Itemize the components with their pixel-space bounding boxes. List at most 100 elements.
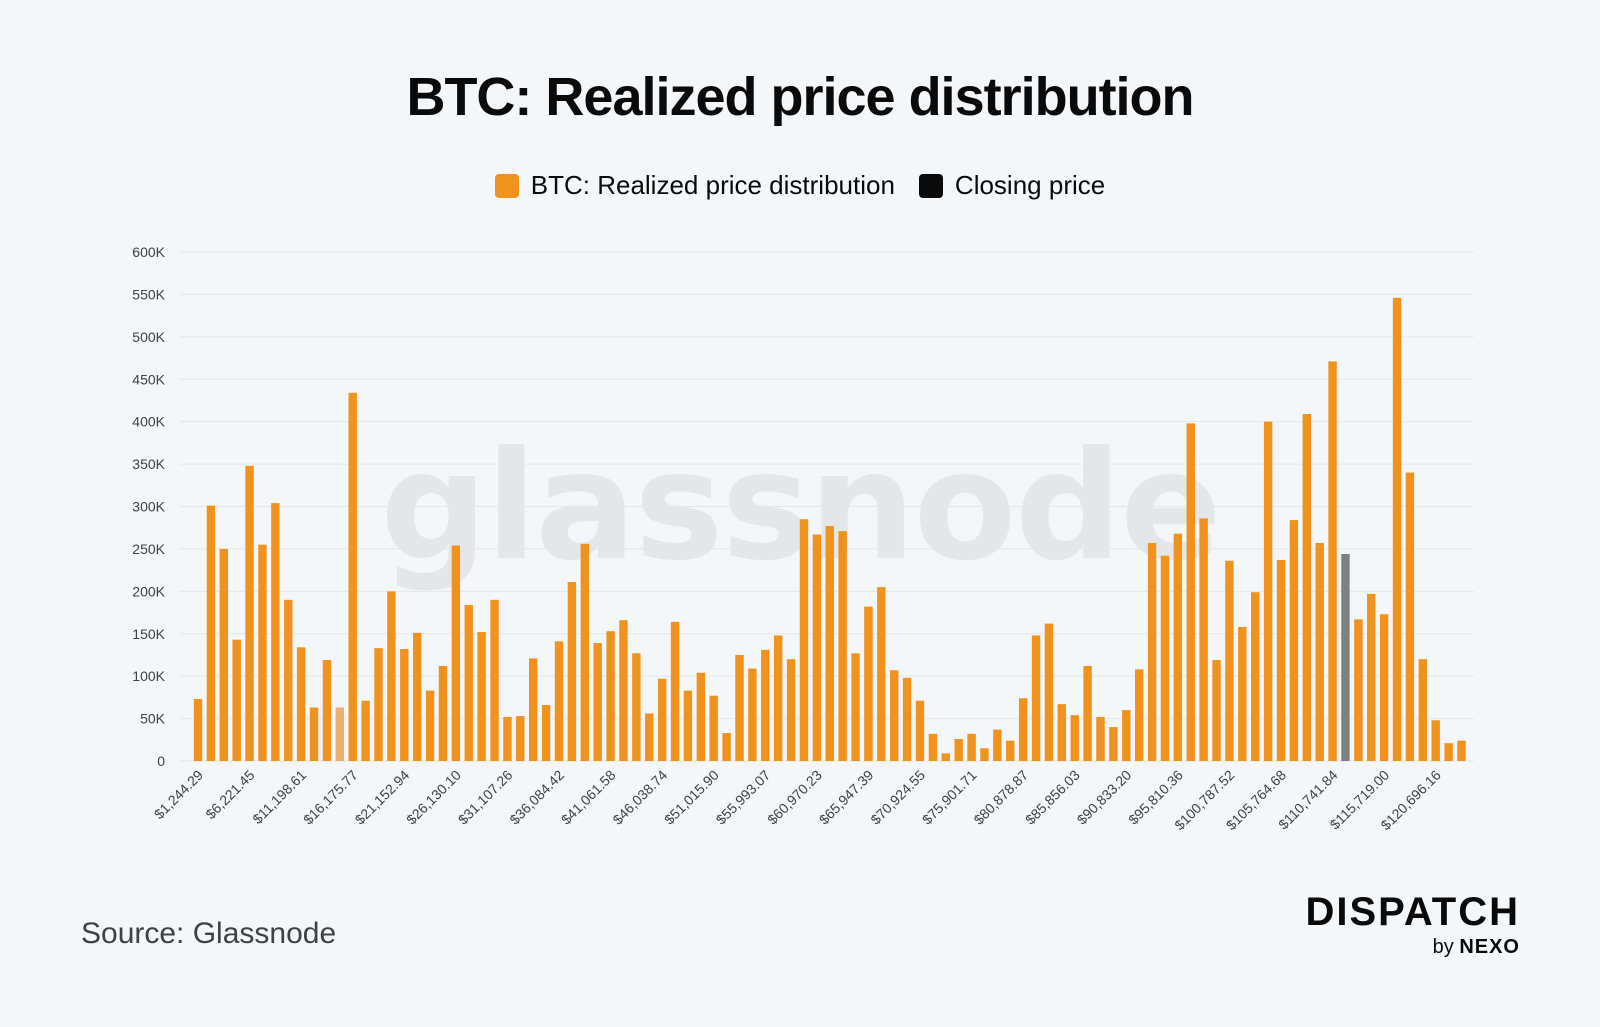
bar[interactable] <box>245 465 254 761</box>
bar[interactable] <box>361 700 370 761</box>
bar[interactable] <box>503 716 512 761</box>
bar[interactable] <box>296 647 306 761</box>
bar[interactable] <box>980 748 989 761</box>
bar[interactable] <box>1044 623 1054 761</box>
bar[interactable] <box>864 606 873 761</box>
legend-item-realized[interactable]: BTC: Realized price distribution <box>494 170 895 201</box>
bar[interactable] <box>412 632 422 761</box>
bar[interactable] <box>258 544 267 761</box>
bar[interactable] <box>335 707 345 761</box>
bar[interactable] <box>1457 740 1466 761</box>
bar[interactable] <box>400 649 409 761</box>
bar[interactable] <box>284 599 293 761</box>
bar[interactable] <box>902 677 912 761</box>
bar[interactable] <box>1289 520 1299 761</box>
bar[interactable] <box>619 620 628 761</box>
bar[interactable] <box>1122 710 1131 761</box>
bar[interactable] <box>786 659 796 761</box>
bar[interactable] <box>464 604 473 761</box>
bar[interactable] <box>1418 659 1428 761</box>
bar[interactable] <box>632 653 641 761</box>
bar[interactable] <box>1173 533 1183 761</box>
bar[interactable] <box>232 639 241 761</box>
bar[interactable] <box>541 705 551 761</box>
bar[interactable] <box>580 543 589 761</box>
bar[interactable] <box>309 707 319 761</box>
bar[interactable] <box>1212 660 1221 761</box>
bar[interactable] <box>1225 560 1234 761</box>
bar[interactable] <box>941 753 950 761</box>
bar[interactable] <box>206 505 216 761</box>
bar[interactable] <box>657 678 667 761</box>
bar[interactable] <box>1379 614 1389 761</box>
bar[interactable] <box>438 665 448 761</box>
bar[interactable] <box>722 733 731 761</box>
legend-item-closing[interactable]: Closing price <box>918 170 1105 201</box>
bar[interactable] <box>709 695 718 761</box>
bar[interactable] <box>1096 716 1105 761</box>
bar[interactable] <box>1147 542 1157 761</box>
bar[interactable] <box>348 392 357 761</box>
bar[interactable] <box>890 670 899 761</box>
bar[interactable] <box>516 716 525 761</box>
bar[interactable] <box>554 641 564 761</box>
closing-price-bar[interactable] <box>1341 554 1350 761</box>
bar[interactable] <box>1367 593 1376 761</box>
bar[interactable] <box>915 700 925 761</box>
bar[interactable] <box>812 534 822 762</box>
bar[interactable] <box>567 582 577 761</box>
bar[interactable] <box>593 643 602 761</box>
bar[interactable] <box>1018 698 1028 761</box>
bar[interactable] <box>529 658 538 761</box>
bar[interactable] <box>1315 542 1324 761</box>
bar[interactable] <box>877 587 886 761</box>
bar[interactable] <box>1083 665 1092 761</box>
bar[interactable] <box>851 653 860 761</box>
bar[interactable] <box>606 631 615 761</box>
bar[interactable] <box>477 632 486 761</box>
bar[interactable] <box>967 733 976 761</box>
bar[interactable] <box>490 599 499 761</box>
bar[interactable] <box>1134 669 1144 761</box>
bar[interactable] <box>374 648 383 761</box>
bar[interactable] <box>193 699 203 761</box>
bar[interactable] <box>1186 423 1195 761</box>
bar[interactable] <box>322 660 332 761</box>
bar[interactable] <box>696 672 706 761</box>
bar[interactable] <box>1302 414 1311 761</box>
bar[interactable] <box>1070 715 1079 761</box>
bar[interactable] <box>1199 518 1208 761</box>
bar[interactable] <box>761 649 770 761</box>
bar[interactable] <box>799 519 809 761</box>
bar[interactable] <box>1238 626 1247 761</box>
bar[interactable] <box>1354 619 1363 761</box>
bar[interactable] <box>1392 297 1402 761</box>
bar[interactable] <box>838 531 847 761</box>
bar[interactable] <box>735 654 744 761</box>
bar[interactable] <box>1444 743 1453 761</box>
bar[interactable] <box>1251 592 1260 761</box>
bar[interactable] <box>1057 704 1067 761</box>
bar[interactable] <box>773 635 783 761</box>
bar[interactable] <box>451 545 461 761</box>
bar[interactable] <box>1328 361 1337 761</box>
bar[interactable] <box>271 503 280 761</box>
bar[interactable] <box>1276 559 1286 761</box>
bar[interactable] <box>928 733 938 761</box>
bar[interactable] <box>670 621 680 761</box>
bar[interactable] <box>1160 555 1170 761</box>
bar[interactable] <box>219 548 228 761</box>
bar[interactable] <box>1431 720 1440 761</box>
bar[interactable] <box>954 738 963 761</box>
bar[interactable] <box>1031 635 1041 761</box>
bar[interactable] <box>825 526 834 761</box>
bar[interactable] <box>1263 421 1273 761</box>
bar[interactable] <box>1109 727 1118 761</box>
bar[interactable] <box>1405 472 1415 761</box>
bar[interactable] <box>425 690 435 761</box>
bar[interactable] <box>683 690 693 761</box>
bar[interactable] <box>645 713 654 761</box>
bar[interactable] <box>1006 740 1015 761</box>
bar[interactable] <box>993 729 1002 761</box>
bar[interactable] <box>748 668 757 761</box>
